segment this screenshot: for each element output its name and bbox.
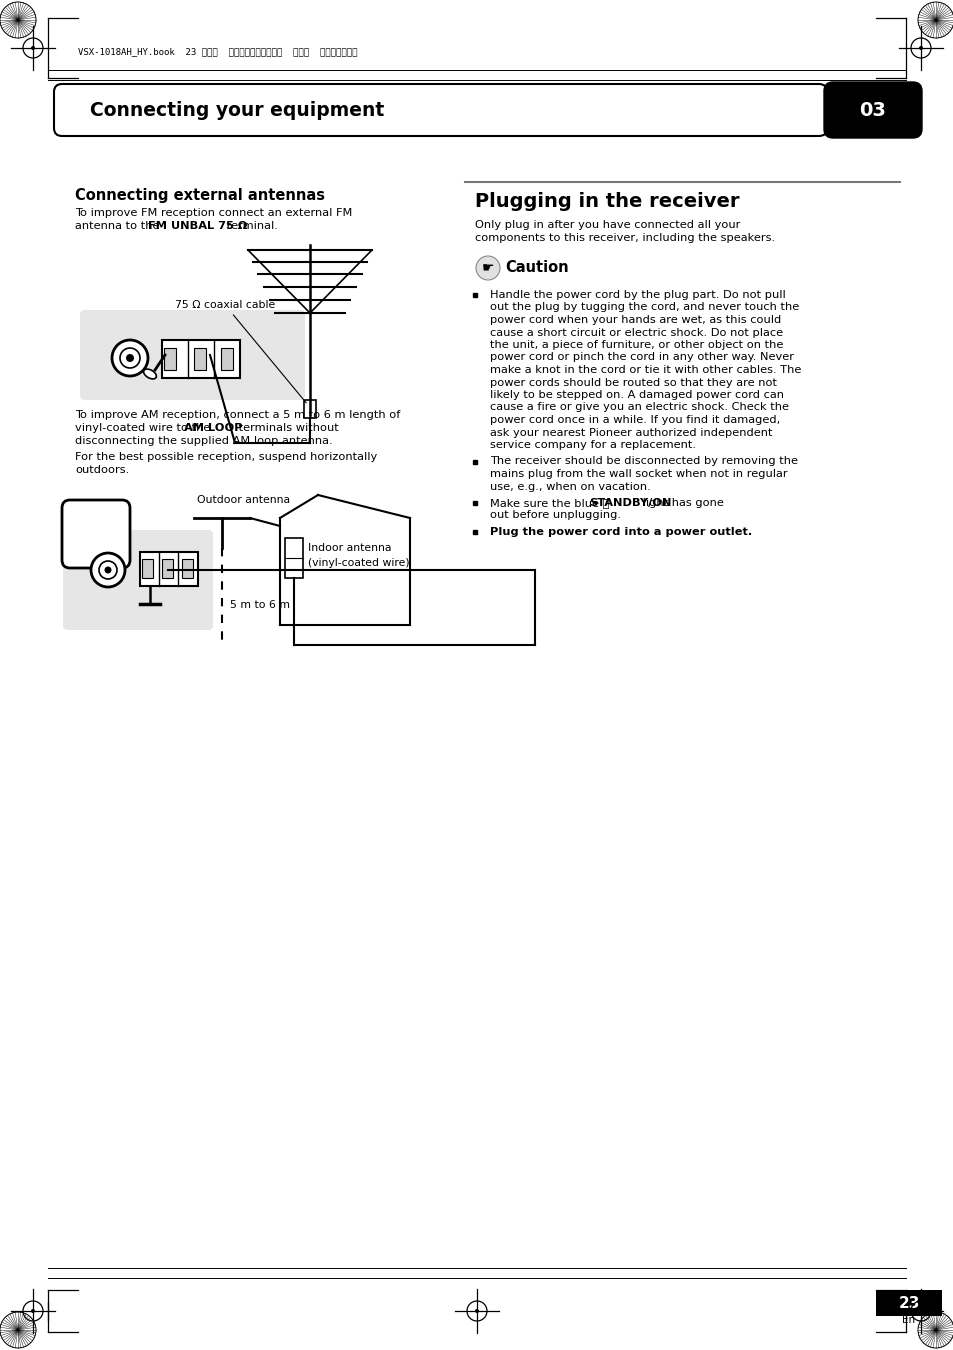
Text: ☛: ☛ [481, 261, 494, 275]
Text: power cords should be routed so that they are not: power cords should be routed so that the… [490, 378, 776, 387]
Bar [304, 400, 315, 418]
Bar [164, 348, 175, 370]
Text: Handle the power cord by the plug part. Do not pull: Handle the power cord by the plug part. … [490, 290, 785, 300]
Circle shape [120, 348, 140, 369]
Text: make a knot in the cord or tie it with other cables. The: make a knot in the cord or tie it with o… [490, 364, 801, 375]
Text: Connecting your equipment: Connecting your equipment [90, 100, 384, 120]
Bar [162, 559, 172, 578]
Text: Outdoor antenna: Outdoor antenna [196, 495, 290, 505]
Text: 75 Ω coaxial cable: 75 Ω coaxial cable [174, 300, 306, 402]
Text: For the best possible reception, suspend horizontally: For the best possible reception, suspend… [75, 452, 376, 462]
FancyBboxPatch shape [823, 82, 921, 138]
Text: AM LOOP: AM LOOP [184, 423, 242, 433]
Text: outdoors.: outdoors. [75, 464, 129, 475]
Text: out the plug by tugging the cord, and never touch the: out the plug by tugging the cord, and ne… [490, 302, 799, 312]
FancyBboxPatch shape [62, 500, 130, 568]
Circle shape [99, 562, 117, 579]
FancyBboxPatch shape [54, 84, 826, 136]
Text: Caution: Caution [504, 261, 568, 275]
FancyBboxPatch shape [80, 310, 305, 400]
Text: Plugging in the receiver: Plugging in the receiver [475, 192, 739, 211]
Text: power cord or pinch the cord in any other way. Never: power cord or pinch the cord in any othe… [490, 352, 793, 363]
Text: VSX-1018AH_HY.book  23 ページ  ２００８年４月１６日  水曜日  午後７時２５分: VSX-1018AH_HY.book 23 ページ ２００８年４月１６日 水曜日… [78, 47, 357, 57]
Circle shape [30, 1310, 35, 1314]
Circle shape [30, 46, 35, 50]
Text: components to this receiver, including the speakers.: components to this receiver, including t… [475, 234, 774, 243]
Bar [140, 552, 198, 586]
Bar [162, 340, 240, 378]
Text: vinyl-coated wire to the: vinyl-coated wire to the [75, 423, 213, 433]
Text: the unit, a piece of furniture, or other object on the: the unit, a piece of furniture, or other… [490, 340, 782, 350]
Text: Make sure the blue ⏻: Make sure the blue ⏻ [490, 498, 613, 508]
Text: To improve FM reception connect an external FM: To improve FM reception connect an exter… [75, 208, 352, 217]
Circle shape [112, 340, 148, 377]
Text: cause a fire or give you an electric shock. Check the: cause a fire or give you an electric sho… [490, 402, 788, 413]
Text: 23: 23 [898, 1296, 919, 1311]
Text: The receiver should be disconnected by removing the: The receiver should be disconnected by r… [490, 456, 797, 467]
Bar [285, 539, 303, 578]
Text: use, e.g., when on vacation.: use, e.g., when on vacation. [490, 482, 650, 491]
Circle shape [105, 567, 112, 574]
Text: terminals without: terminals without [234, 423, 338, 433]
Bar [875, 1291, 941, 1316]
Text: cause a short circuit or electric shock. Do not place: cause a short circuit or electric shock.… [490, 328, 782, 338]
Text: antenna to the: antenna to the [75, 221, 163, 231]
Bar [221, 348, 233, 370]
Circle shape [126, 354, 133, 362]
Bar [182, 559, 193, 578]
FancyBboxPatch shape [63, 531, 213, 630]
Text: power cord when your hands are wet, as this could: power cord when your hands are wet, as t… [490, 315, 781, 325]
Circle shape [91, 554, 125, 587]
Text: mains plug from the wall socket when not in regular: mains plug from the wall socket when not… [490, 468, 787, 479]
Text: 03: 03 [859, 100, 885, 120]
Text: En: En [902, 1315, 915, 1324]
Circle shape [475, 1310, 478, 1314]
Text: (vinyl-coated wire): (vinyl-coated wire) [308, 558, 409, 568]
Text: 5 m to 6 m: 5 m to 6 m [230, 599, 290, 610]
Text: light has gone: light has gone [638, 498, 722, 508]
Text: out before unplugging.: out before unplugging. [490, 510, 620, 521]
Text: power cord once in a while. If you find it damaged,: power cord once in a while. If you find … [490, 414, 780, 425]
Circle shape [918, 46, 923, 50]
Ellipse shape [144, 369, 156, 379]
Text: terminal.: terminal. [223, 221, 277, 231]
Text: Plug the power cord into a power outlet.: Plug the power cord into a power outlet. [490, 526, 752, 537]
Text: Connecting external antennas: Connecting external antennas [75, 188, 325, 202]
Text: FM UNBAL 75 Ω: FM UNBAL 75 Ω [148, 221, 247, 231]
Text: disconnecting the supplied AM loop antenna.: disconnecting the supplied AM loop anten… [75, 436, 333, 446]
Text: Only plug in after you have connected all your: Only plug in after you have connected al… [475, 220, 740, 230]
Bar [193, 348, 206, 370]
Circle shape [918, 1310, 923, 1314]
Text: To improve AM reception, connect a 5 m to 6 m length of: To improve AM reception, connect a 5 m t… [75, 410, 400, 420]
Text: likely to be stepped on. A damaged power cord can: likely to be stepped on. A damaged power… [490, 390, 783, 400]
Text: STANDBY/ON: STANDBY/ON [588, 498, 671, 508]
Text: Indoor antenna: Indoor antenna [308, 543, 391, 554]
Text: ask your nearest Pioneer authorized independent: ask your nearest Pioneer authorized inde… [490, 428, 772, 437]
Circle shape [476, 256, 499, 279]
Text: service company for a replacement.: service company for a replacement. [490, 440, 696, 450]
Bar [142, 559, 152, 578]
